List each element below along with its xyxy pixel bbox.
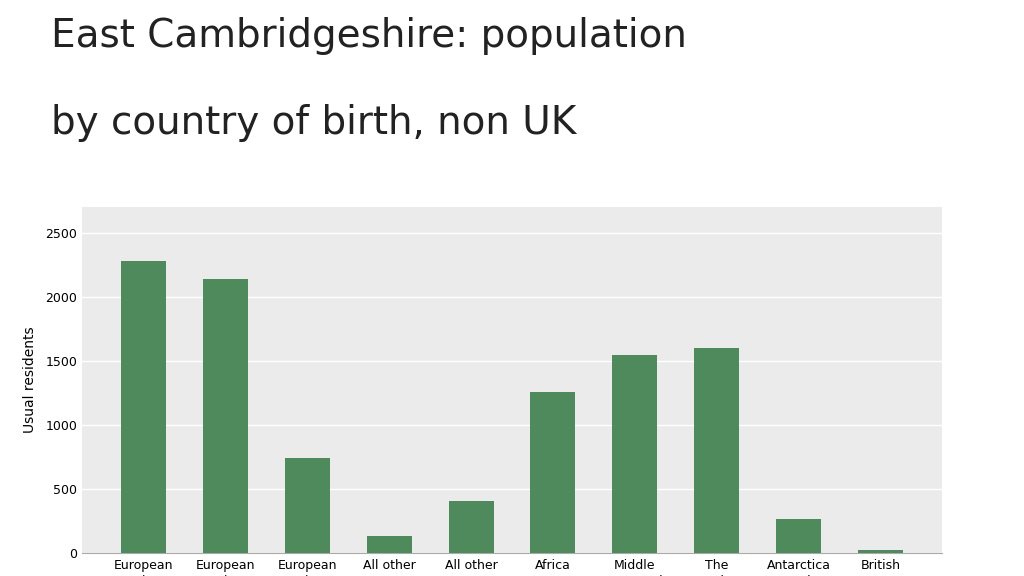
Bar <box>530 392 575 553</box>
Bar <box>694 347 739 553</box>
Y-axis label: Usual residents: Usual residents <box>23 327 37 434</box>
Bar <box>121 261 166 553</box>
Bar <box>367 536 412 553</box>
Bar <box>449 501 494 553</box>
Bar <box>203 279 248 553</box>
Bar <box>858 550 903 553</box>
Bar <box>776 519 821 553</box>
Bar <box>612 355 657 553</box>
Bar <box>285 458 330 553</box>
Text: by country of birth, non UK: by country of birth, non UK <box>51 104 577 142</box>
Text: East Cambridgeshire: population: East Cambridgeshire: population <box>51 17 687 55</box>
